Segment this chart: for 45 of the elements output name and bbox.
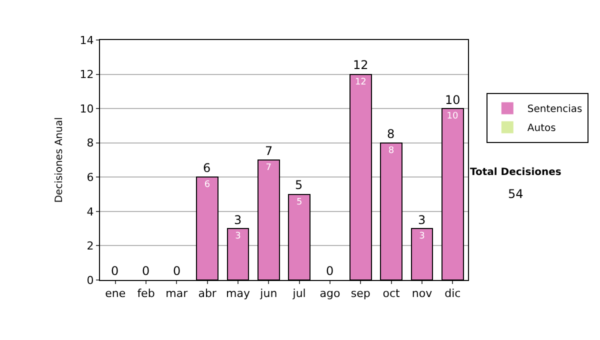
x-tick-label: ago xyxy=(320,287,340,300)
total-label: 3 xyxy=(234,213,242,227)
x-tick-label: feb xyxy=(137,287,155,300)
x-tick-label: ene xyxy=(105,287,126,300)
total-label: 6 xyxy=(203,161,211,175)
x-tick-label: jun xyxy=(259,287,278,300)
total-label: 0 xyxy=(111,264,119,278)
x-tick-label: may xyxy=(226,287,250,300)
total-label: 7 xyxy=(265,144,273,158)
y-tick-label: 10 xyxy=(80,102,94,116)
total-label: 8 xyxy=(387,127,395,141)
x-tick-label: abr xyxy=(198,287,217,300)
y-tick-label: 14 xyxy=(80,34,94,47)
y-axis-title: Decisiones Anual xyxy=(54,117,65,203)
y-tick-label: 0 xyxy=(86,274,94,287)
x-tick-label: nov xyxy=(412,287,433,300)
total-label: 12 xyxy=(353,58,368,72)
total-label: 3 xyxy=(418,213,426,227)
legend-label: Autos xyxy=(527,123,556,134)
y-tick-label: 6 xyxy=(86,170,94,184)
data-label: 3 xyxy=(235,232,241,242)
legend-label: Sentencias xyxy=(527,104,582,116)
data-label: 6 xyxy=(204,180,210,190)
data-label: 5 xyxy=(296,197,302,208)
x-tick-label: oct xyxy=(382,287,401,300)
total-label: 5 xyxy=(295,178,303,192)
x-tick-label: dic xyxy=(444,287,461,300)
total-label: 0 xyxy=(142,264,150,278)
y-tick-label: 12 xyxy=(80,68,94,82)
text: 54 xyxy=(508,187,524,201)
x-tick-label: jul xyxy=(292,287,306,300)
data-label: 7 xyxy=(266,163,272,173)
data-label: 10 xyxy=(446,112,459,122)
data-label: 3 xyxy=(419,232,425,242)
x-tick-label: mar xyxy=(166,287,188,300)
x-tick-label: sep xyxy=(350,287,370,300)
y-tick-label: 8 xyxy=(86,136,94,150)
total-label: 10 xyxy=(445,93,460,107)
text: Total Decisiones xyxy=(470,167,562,178)
data-label: 12 xyxy=(354,77,366,88)
y-tick-label: 4 xyxy=(86,205,94,218)
data-label: 8 xyxy=(388,146,394,156)
y-tick-label: 2 xyxy=(86,240,94,253)
total-label: 0 xyxy=(326,264,334,278)
total-label: 0 xyxy=(173,264,181,278)
